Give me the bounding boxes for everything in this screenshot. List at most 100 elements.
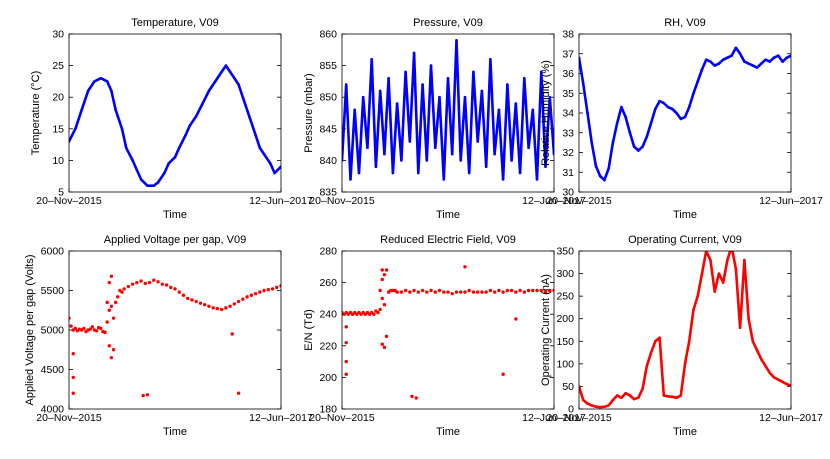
- temperature-data-point: [237, 83, 240, 86]
- reduced-electric-field-ytick-label: 200: [319, 372, 337, 384]
- pressure-data-point: [425, 159, 429, 162]
- temperature-data-point: [105, 80, 109, 83]
- reduced-electric-field-data-point: [509, 288, 514, 293]
- applied-voltage-data-point: [141, 393, 145, 398]
- applied-voltage-data-point: [219, 307, 224, 312]
- reduced-electric-field-data-point: [425, 290, 429, 294]
- operating-current-data-point: [670, 395, 674, 399]
- temperature-data-point: [273, 171, 276, 175]
- applied-voltage-data-point: [279, 284, 281, 288]
- operating-current-data-point: [734, 267, 738, 271]
- temperature-data-point: [93, 80, 96, 83]
- temperature-data-point: [146, 184, 149, 187]
- reduced-electric-field-data-point: [372, 312, 376, 316]
- pressure-data-point: [391, 171, 395, 175]
- operating-current-ylabel: Operating Current (nA): [540, 274, 552, 386]
- applied-voltage-data-point: [249, 293, 254, 297]
- rh-data-point: [781, 60, 784, 63]
- pressure-data-point: [357, 171, 361, 175]
- rh-data-point: [679, 117, 683, 121]
- temperature-data-point: [156, 181, 160, 184]
- rh-data-point: [692, 91, 695, 95]
- reduced-electric-field-data-point: [446, 290, 450, 294]
- temperature-xtick-label-end: 12–Jun–2017: [249, 195, 313, 207]
- pressure-xtick-label-start: 20–Nov–2015: [309, 195, 375, 207]
- reduced-electric-field-data-point: [526, 288, 531, 293]
- operating-current-data-point: [692, 308, 695, 311]
- temperature-xlabel: Time: [163, 209, 187, 221]
- temperature-data-point: [220, 70, 223, 74]
- operating-current-xlabel: Time: [673, 426, 697, 438]
- reduced-electric-field-data-point: [501, 372, 505, 376]
- reduced-electric-field-data-point: [410, 394, 414, 399]
- applied-voltage-data-point: [258, 290, 262, 294]
- reduced-electric-field-data-point: [454, 290, 459, 294]
- operating-current-ytick-label: 150: [556, 336, 574, 348]
- temperature-data-point: [139, 178, 143, 181]
- rh-data-point: [620, 105, 623, 109]
- reduced-electric-field-data-point: [380, 277, 384, 282]
- temperature-data-point: [163, 171, 166, 175]
- reduced-electric-field-ytick-label: 280: [319, 246, 337, 258]
- reduced-electric-field-data-point: [518, 288, 522, 293]
- temperature-data-point: [114, 108, 117, 112]
- rh-data-point: [755, 66, 759, 69]
- pressure-data-point: [480, 89, 484, 93]
- rh-data-point: [717, 62, 721, 65]
- applied-voltage-data-point: [122, 287, 126, 291]
- applied-voltage-data-point: [270, 287, 275, 291]
- operating-current-data-point: [755, 349, 759, 352]
- reduced-electric-field-ylabel: E/N (Td): [303, 309, 315, 351]
- reduced-electric-field-data-point: [514, 290, 518, 294]
- rh-data: [579, 46, 791, 182]
- rh-data-point: [658, 99, 661, 103]
- operating-current-panel: Operating Current, V09 0 50 100 150 200 250 300…: [540, 234, 823, 438]
- reduced-electric-field-data-point: [442, 290, 446, 294]
- temperature-ytick-label: 5: [58, 187, 64, 199]
- rh-data-point: [730, 54, 733, 58]
- applied-voltage-xlabel: Time: [163, 426, 187, 438]
- rh-ytick-label: 34: [562, 108, 574, 120]
- applied-voltage-data-point: [109, 274, 114, 278]
- applied-voltage-data-point: [173, 287, 177, 291]
- applied-voltage-data-point: [207, 304, 211, 308]
- applied-voltage-ytick-label: 4000: [41, 404, 65, 416]
- reduced-electric-field-data-point: [399, 290, 404, 294]
- rh-data-point: [687, 105, 691, 109]
- applied-voltage-data-point: [177, 290, 181, 294]
- pressure-data-point: [527, 146, 530, 150]
- reduced-electric-field-data-point: [552, 288, 554, 293]
- reduced-electric-field-data-point: [378, 307, 382, 312]
- pressure-data-point: [361, 95, 365, 99]
- applied-voltage-data-point: [143, 281, 148, 286]
- applied-voltage-data-point: [105, 320, 109, 324]
- rh-data-point: [700, 68, 704, 71]
- rh-data-point: [726, 56, 729, 59]
- pressure-data-point: [395, 102, 399, 105]
- operating-current-data-point: [772, 376, 776, 379]
- reduced-electric-field-data-point: [539, 288, 543, 293]
- rh-data-point: [590, 141, 594, 144]
- pressure-data-point: [518, 171, 522, 175]
- rh-data-point: [768, 60, 772, 63]
- operating-current-data-point: [713, 290, 716, 293]
- applied-voltage-data-point: [111, 316, 116, 320]
- pressure-data-point: [370, 57, 373, 61]
- rh-data-point: [603, 178, 606, 182]
- reduced-electric-field-data-point: [412, 288, 416, 293]
- applied-voltage-ytick-label: 5000: [41, 325, 65, 337]
- rh-xtick-label-start: 20–Nov–2015: [546, 195, 612, 207]
- temperature-data-point: [173, 155, 177, 159]
- reduced-electric-field-data-point: [463, 290, 467, 294]
- reduced-electric-field-data-point: [475, 290, 480, 294]
- rh-data-point: [607, 167, 610, 170]
- pressure-data-point: [544, 165, 547, 169]
- reduced-electric-field-data-point: [531, 288, 535, 293]
- rh-ytick-label: 30: [562, 187, 574, 199]
- operating-current-data-point: [785, 382, 789, 386]
- temperature-data-point: [120, 127, 124, 131]
- applied-voltage-data-point: [186, 296, 190, 301]
- reduced-electric-field-data-point: [501, 290, 505, 294]
- rh-data-point: [581, 82, 585, 85]
- applied-voltage-axes-frame: [68, 250, 282, 410]
